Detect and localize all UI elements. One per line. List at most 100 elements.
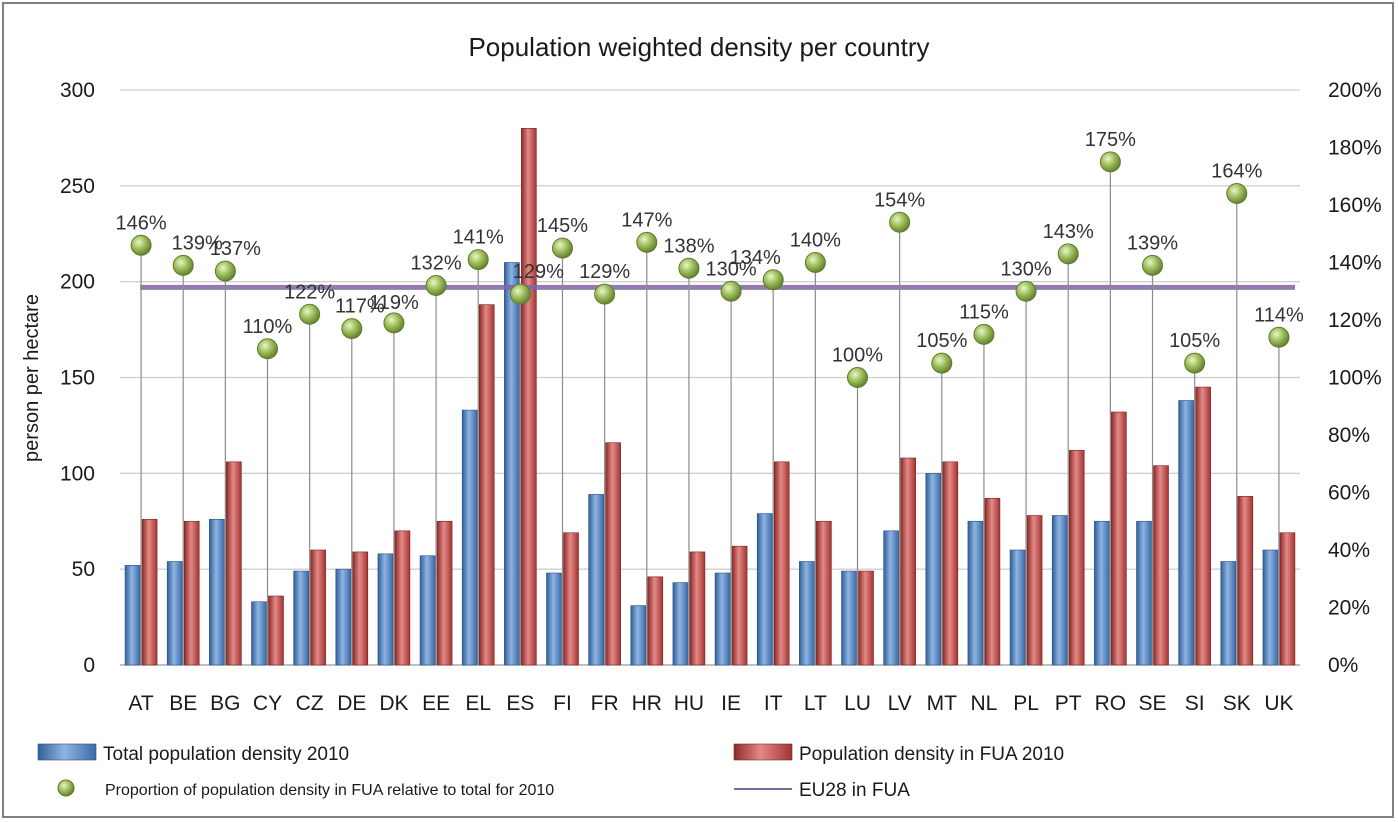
x-tick-label: FI: [553, 692, 572, 715]
proportion-marker-hr: [636, 231, 658, 253]
proportion-marker-ee: [425, 275, 447, 296]
bar-fua-it: [773, 461, 790, 666]
proportion-markers-group: 146%139%137%110%122%117%119%132%141%129%…: [115, 129, 1304, 388]
bar-fua-pl: [1026, 515, 1043, 666]
x-tick-label: ES: [506, 692, 534, 715]
x-tick-label: EE: [422, 692, 450, 715]
x-tick-label: PL: [1013, 692, 1039, 715]
chart-title: Population weighted density per country: [468, 32, 929, 62]
bar-total-bg: [209, 519, 225, 666]
proportion-label: 110%: [243, 316, 293, 338]
y-tick-label: 200: [60, 271, 95, 294]
bar-fua-lu: [858, 570, 874, 666]
bar-total-ie: [714, 572, 731, 666]
y-tick-label: 300: [60, 79, 95, 102]
legend-label-fua: Population density in FUA 2010: [799, 744, 1064, 765]
y-tick-label: 150: [60, 367, 95, 390]
proportion-marker-hu: [678, 257, 700, 279]
y2-tick-label: 60%: [1328, 482, 1370, 505]
x-tick-label: SK: [1223, 692, 1251, 715]
bar-fua-fr: [605, 442, 621, 666]
legend-label-proportion: Proportion of population density in FUA …: [105, 782, 554, 799]
bar-total-lv: [883, 530, 899, 666]
proportion-marker-lu: [847, 367, 868, 388]
proportion-marker-bg: [214, 260, 236, 282]
proportion-marker-pt: [1057, 243, 1079, 265]
bar-total-si: [1178, 400, 1194, 666]
x-tick-label: CY: [253, 692, 282, 715]
x-tick-label: IT: [764, 692, 783, 715]
proportion-label: 134%: [730, 247, 781, 269]
x-tick-label: BE: [169, 692, 197, 715]
y2-tick-label: 200%: [1328, 79, 1382, 102]
bar-total-de: [335, 568, 352, 666]
proportion-label: 115%: [959, 301, 1009, 323]
proportion-label: 139%: [172, 232, 223, 254]
y-tick-label: 50: [72, 558, 95, 581]
x-tick-label: CZ: [296, 692, 324, 715]
bar-total-lu: [841, 570, 857, 666]
bar-total-dk: [377, 553, 394, 666]
bar-fua-bg: [226, 461, 242, 666]
proportion-label: 137%: [210, 238, 261, 260]
legend: Total population density 2010 Population …: [37, 743, 1064, 801]
proportion-label: 147%: [621, 209, 672, 231]
proportion-marker-si: [1184, 352, 1206, 374]
legend-label-total: Total population density 2010: [103, 744, 349, 765]
bar-total-hu: [672, 582, 689, 666]
bar-fua-lt: [816, 520, 832, 666]
x-tick-label: LV: [888, 692, 912, 715]
bar-total-fi: [546, 572, 562, 666]
bar-fua-pt: [1068, 450, 1085, 666]
bar-total-hr: [630, 605, 647, 666]
proportion-label: 164%: [1211, 161, 1262, 183]
bar-total-uk: [1262, 549, 1279, 666]
bar-total-be: [166, 561, 183, 666]
bar-fua-cy: [268, 595, 284, 666]
proportion-label: 132%: [410, 253, 461, 275]
proportion-label: 105%: [916, 330, 967, 352]
proportion-label: 119%: [369, 292, 419, 314]
bar-fua-se: [1153, 465, 1169, 666]
bar-fua-be: [183, 520, 200, 666]
bar-fua-es: [521, 128, 537, 666]
left-axis: 0 50 100 150 200 250 300: [60, 79, 95, 677]
proportion-marker-el: [467, 249, 489, 271]
proportion-label: 141%: [453, 227, 504, 249]
proportion-label: 117%: [335, 296, 385, 318]
x-tick-label: AT: [128, 692, 153, 715]
bar-total-pl: [1009, 549, 1026, 666]
proportion-marker-se: [1142, 254, 1163, 276]
legend-swatch-proportion: [57, 779, 75, 797]
x-tick-label: NL: [970, 692, 997, 715]
proportion-label: 130%: [705, 258, 756, 280]
bar-total-at: [124, 565, 141, 666]
bar-fua-el: [478, 304, 495, 666]
bar-total-es: [504, 262, 520, 666]
bar-total-cy: [251, 601, 267, 666]
x-tick-label: HR: [632, 692, 662, 715]
proportion-marker-be: [172, 254, 194, 276]
x-tick-label: LT: [804, 692, 827, 715]
bar-fua-cz: [310, 549, 326, 666]
y2-tick-label: 0%: [1328, 654, 1358, 677]
bar-total-ee: [419, 555, 436, 666]
proportion-marker-cy: [257, 338, 278, 360]
bar-fua-ro: [1111, 411, 1127, 666]
bars-group: [124, 128, 1296, 666]
bar-total-se: [1136, 520, 1152, 666]
x-tick-label: EL: [465, 692, 491, 715]
x-tick-label: SI: [1185, 692, 1205, 715]
proportion-marker-nl: [973, 323, 995, 345]
y2-tick-label: 160%: [1328, 194, 1382, 217]
y2-tick-label: 140%: [1328, 252, 1382, 275]
proportion-label: 146%: [115, 212, 166, 234]
bar-fua-dk: [394, 530, 411, 666]
bar-total-it: [756, 513, 773, 666]
proportion-label: 130%: [1000, 258, 1051, 280]
proportion-marker-ie: [720, 280, 742, 302]
bar-fua-uk: [1279, 532, 1296, 666]
bar-fua-fi: [563, 532, 579, 666]
proportion-label: 129%: [513, 261, 564, 283]
